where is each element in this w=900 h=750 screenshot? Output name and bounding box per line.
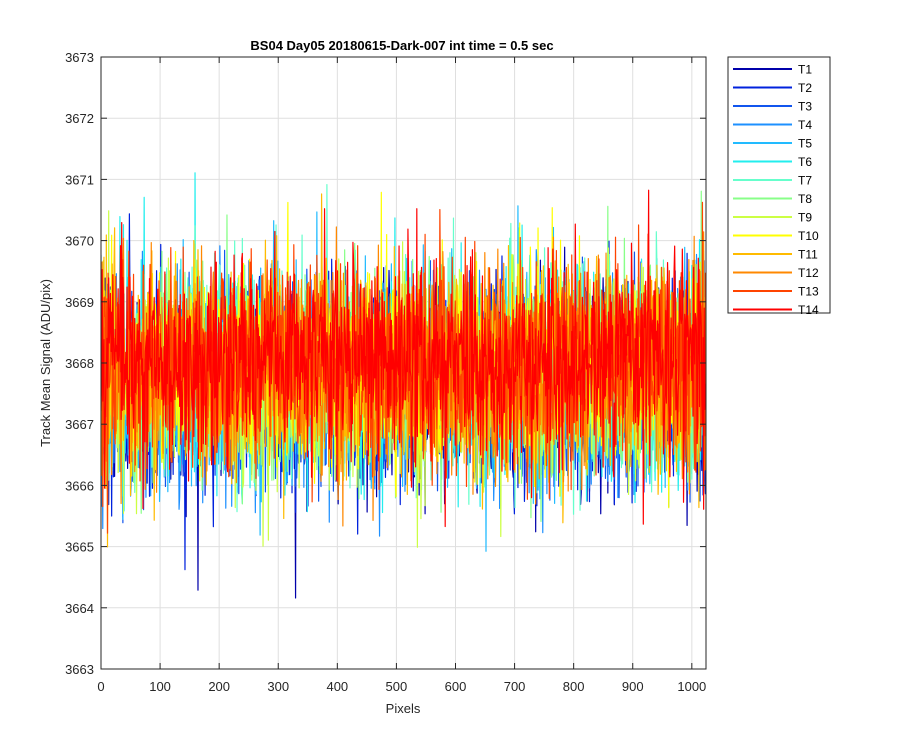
legend-label-t3: T3 (798, 100, 812, 114)
series-layer (101, 172, 706, 599)
legend-label-t2: T2 (798, 81, 812, 95)
x-tick-label: 300 (267, 679, 289, 694)
y-tick-label: 3665 (65, 540, 94, 555)
legend-label-t8: T8 (798, 192, 812, 206)
x-tick-label: 500 (386, 679, 408, 694)
x-tick-label: 100 (149, 679, 171, 694)
legend-label-t4: T4 (798, 118, 812, 132)
y-axis-label: Track Mean Signal (ADU/pix) (38, 279, 53, 447)
x-tick-label: 800 (563, 679, 585, 694)
legend: T1 T2 T3 T4 T5 T6 T7 T8 T9 T10 T11 T12 T13 T14 (727, 56, 831, 317)
legend-box (727, 56, 831, 314)
x-axis: 0 100 200 300 400 500 600 700 800 900 1000 (97, 57, 706, 694)
legend-label-t1: T1 (798, 63, 812, 77)
legend-label-t13: T13 (798, 285, 819, 299)
y-tick-label: 3669 (65, 295, 94, 310)
legend-label-t12: T12 (798, 266, 819, 280)
series-line-t14 (101, 189, 706, 528)
y-tick-label: 3667 (65, 417, 94, 432)
chart-title: BS04 Day05 20180615-Dark-007 int time = … (250, 38, 553, 53)
x-tick-label: 400 (326, 679, 348, 694)
y-tick-label: 3668 (65, 356, 94, 371)
x-tick-label: 700 (504, 679, 526, 694)
x-tick-label: 600 (445, 679, 467, 694)
legend-label-t9: T9 (798, 211, 812, 225)
x-tick-label: 200 (208, 679, 230, 694)
y-tick-label: 3663 (65, 662, 94, 677)
y-tick-label: 3672 (65, 111, 94, 126)
x-tick-label: 0 (97, 679, 104, 694)
legend-label-t5: T5 (798, 137, 812, 151)
x-tick-label: 900 (622, 679, 644, 694)
legend-label-t6: T6 (798, 155, 812, 169)
y-tick-label: 3673 (65, 50, 94, 65)
y-tick-label: 3666 (65, 478, 94, 493)
legend-label-t7: T7 (798, 174, 812, 188)
legend-label-t14: T14 (798, 303, 819, 317)
x-axis-label: Pixels (386, 701, 421, 716)
y-tick-label: 3671 (65, 172, 94, 187)
legend-label-t10: T10 (798, 229, 819, 243)
y-tick-label: 3664 (65, 601, 94, 616)
legend-label-t11: T11 (798, 248, 818, 262)
x-tick-label: 1000 (677, 679, 706, 694)
y-tick-label: 3670 (65, 234, 94, 249)
y-axis: 3663 3664 3665 3666 3667 3668 3669 3670 3671 3672… (65, 50, 706, 677)
